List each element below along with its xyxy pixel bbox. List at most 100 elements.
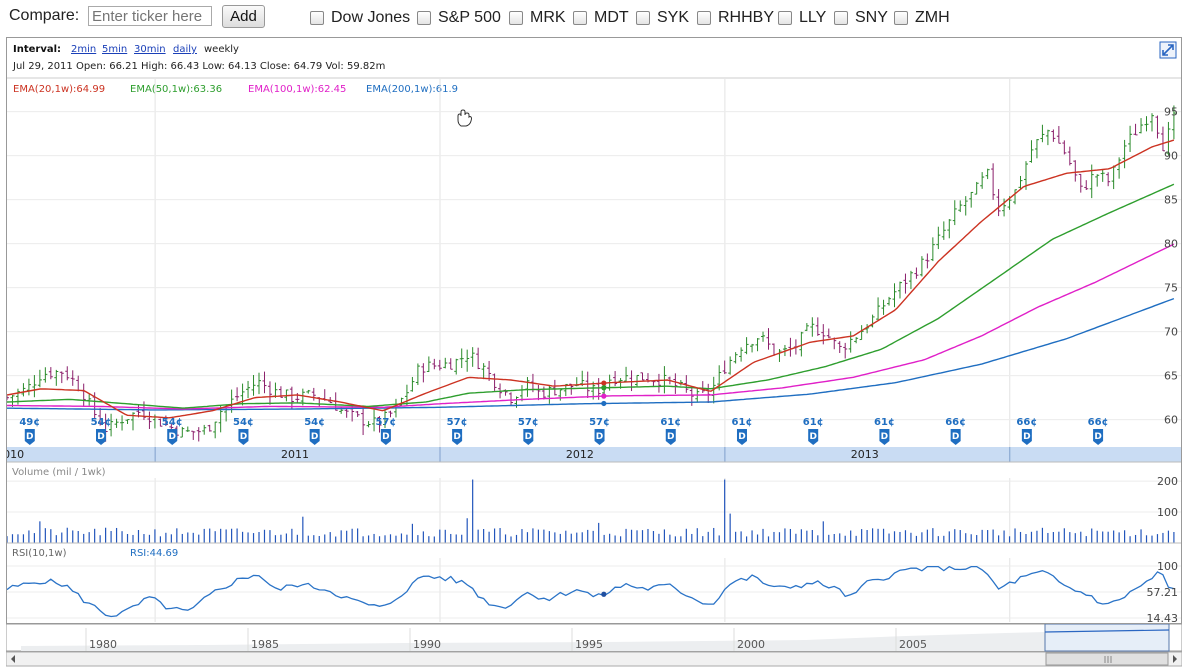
compare-ticker-label: RHHBY [718,9,775,26]
price-bar [887,296,892,306]
interval-daily[interactable]: daily [173,44,197,55]
compare-ticker-label: Dow Jones [331,9,411,26]
dividend-amount: 54¢ [91,417,112,428]
compare-lly[interactable]: LLY [778,9,826,27]
price-bar [974,181,979,195]
year-label: 2010 [7,448,24,461]
price-bar [410,376,415,392]
price-bar [925,253,930,269]
compare-sp500[interactable]: S&P 500 [417,9,501,27]
price-bar [185,426,190,432]
rsi-y-ticks: 100 57.21 14.43 [1147,560,1179,623]
dividend-marker: 66¢ D [1016,417,1037,445]
price-y-tick: 65 [1164,370,1178,383]
compare-sny[interactable]: SNY [834,9,888,27]
dividend-amount: 57¢ [589,417,610,428]
price-bar [311,387,316,401]
price-bar [980,172,985,189]
price-y-tick: 85 [1164,194,1178,207]
expand-button[interactable] [1159,41,1177,59]
year-label: 2012 [566,448,594,461]
price-bar [936,226,941,250]
dividend-amount: 54¢ [304,417,325,428]
scroll-thumb[interactable] [1045,652,1169,666]
price-bar [689,387,694,406]
price-bar [1034,139,1039,159]
price-bar [1045,129,1050,146]
ticker-input[interactable] [88,6,212,26]
price-bar [26,378,31,396]
price-bar [383,408,388,429]
compare-ticker-label: SNY [855,9,888,26]
dividend-marker: 61¢ D [874,417,895,445]
price-bar [1013,189,1018,205]
dividend-amount: 61¢ [660,417,681,428]
rsi-y-tick: 14.43 [1147,612,1179,623]
price-bar [246,380,251,399]
dividend-marker: 57¢ D [589,417,610,445]
rsi-line [7,565,1175,618]
navigator-window[interactable] [1044,624,1170,652]
checkbox-icon[interactable] [509,11,523,25]
price-chart-svg[interactable]: Interval: 2min 5min 30min daily weekly J… [7,38,1181,623]
time-navigator[interactable]: 1980198519901995200020052010 [6,624,1182,668]
price-bar [673,373,678,394]
ema100-line [7,243,1175,410]
dividend-letter: D [311,432,318,442]
compare-mrk[interactable]: MRK [509,9,566,27]
price-bar [750,343,755,353]
price-bar [777,349,782,362]
dividend-marker: 57¢ D [518,417,539,445]
price-bar [48,367,53,380]
compare-zmh[interactable]: ZMH [894,9,950,27]
navigator-year-label: 1985 [251,638,279,651]
checkbox-icon[interactable] [697,11,711,25]
dividend-markers: 49¢ D 54¢ D 54¢ D 54¢ D 54¢ D 57¢ D 57¢ D 57¢ D 57¢ D 61¢ D… [19,417,1109,445]
checkbox-icon[interactable] [778,11,792,25]
dividend-marker: 54¢ D [91,417,112,445]
price-bar [837,341,842,353]
price-bar [1078,173,1083,193]
dividend-amount: 57¢ [375,417,396,428]
compare-ticker-label: SYK [657,9,690,26]
compare-dow-jones[interactable]: Dow Jones [310,9,410,27]
price-bar [43,367,48,383]
price-bar [1095,174,1100,187]
legend-ema20: EMA(20,1w):64.99 [13,84,105,95]
price-bar [454,358,459,375]
price-bar [98,408,103,426]
checkbox-icon[interactable] [636,11,650,25]
interval-5min[interactable]: 5min [102,44,127,55]
checkbox-icon[interactable] [573,11,587,25]
checkbox-icon[interactable] [310,11,324,25]
price-bar [191,430,196,440]
dividend-flag-icon [1021,429,1032,445]
price-bar [289,386,294,410]
scroll-left-icon[interactable] [11,655,15,663]
compare-mdt[interactable]: MDT [573,9,629,27]
rsi-y-tick: 100 [1157,560,1178,573]
price-bar [361,407,366,436]
dividend-letter: D [667,432,674,442]
price-bar [377,416,382,433]
checkbox-icon[interactable] [834,11,848,25]
checkbox-icon[interactable] [894,11,908,25]
interval-2min[interactable]: 2min [71,44,96,55]
dividend-amount: 61¢ [874,417,895,428]
interval-30min[interactable]: 30min [134,44,166,55]
price-bar [656,373,661,393]
price-bar [470,347,475,367]
scroll-right-icon[interactable] [1173,655,1177,663]
checkbox-icon[interactable] [417,11,431,25]
add-button[interactable]: Add [222,5,265,28]
rsi-title: RSI(10,1w) [12,548,67,559]
compare-syk[interactable]: SYK [636,9,689,27]
price-bar [1084,180,1089,190]
navigator-scrollbar[interactable] [6,651,1182,667]
price-bar [1122,139,1127,169]
compare-rhhby[interactable]: RHHBY [697,9,774,27]
dividend-flag-icon [309,429,320,445]
price-bar [1073,160,1078,182]
price-bar [476,347,481,370]
price-y-tick: 70 [1164,326,1178,339]
